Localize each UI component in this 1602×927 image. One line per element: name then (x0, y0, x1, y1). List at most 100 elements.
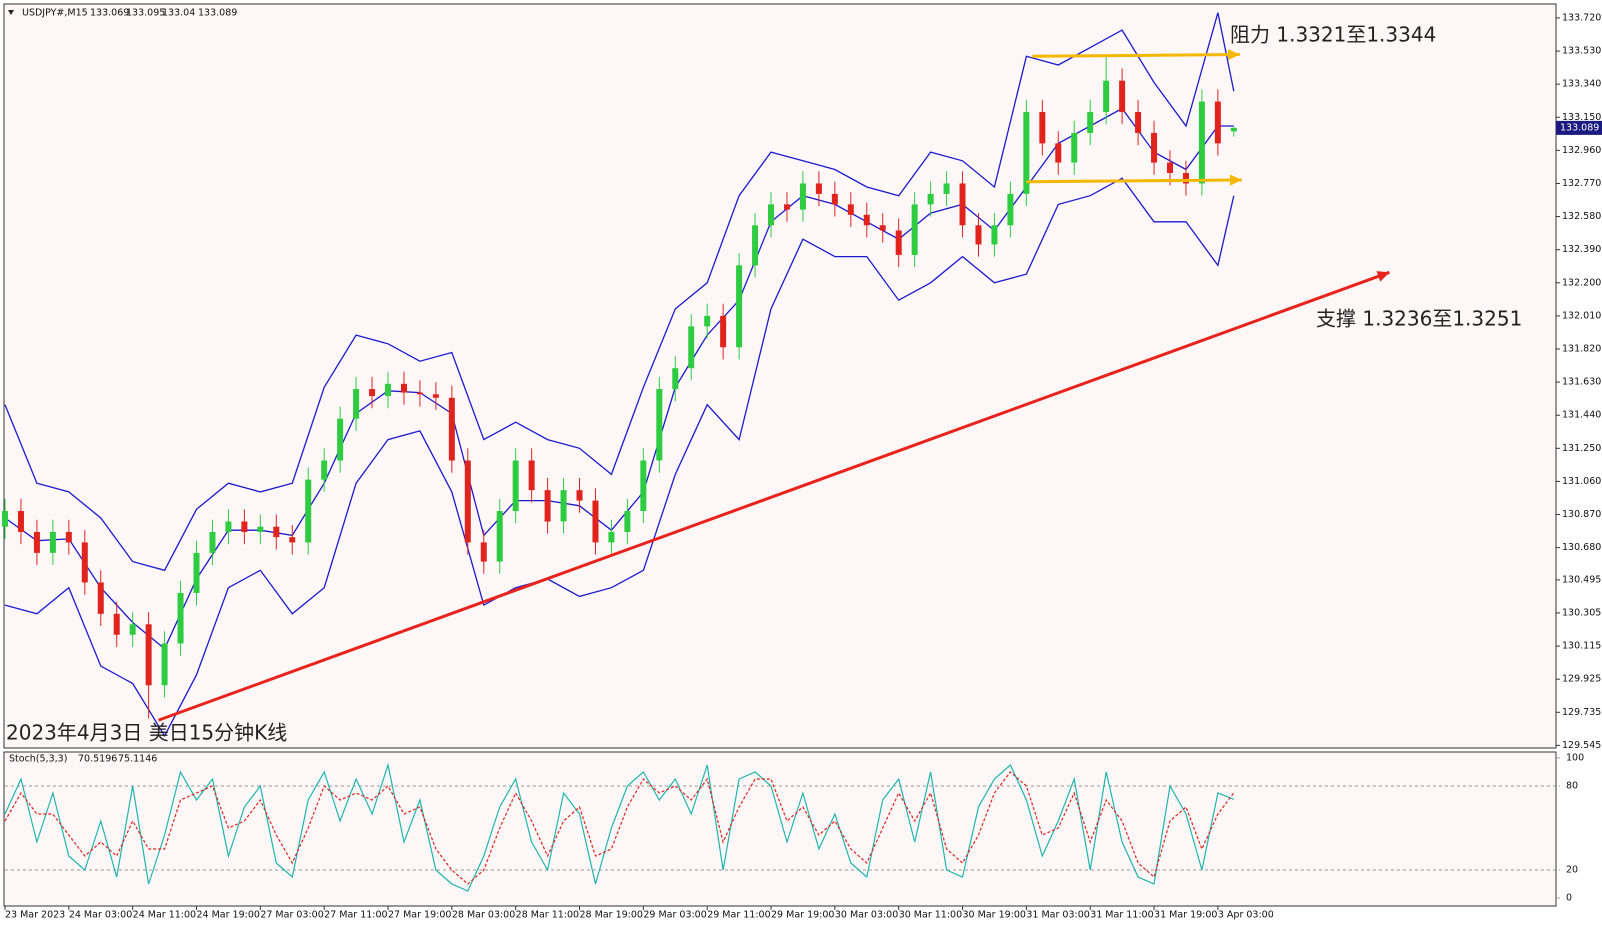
stoch-line (4, 771, 1235, 885)
y-tick-label: 133.530 (1562, 46, 1601, 57)
candle-body (1135, 112, 1142, 133)
x-tick-label: 3 Apr 03:00 (1218, 910, 1274, 921)
candle-body (608, 531, 615, 543)
candle-body (177, 592, 184, 644)
x-tick-label: 28 Mar 19:00 (580, 910, 643, 921)
y-tick-label: 133.150 (1562, 112, 1601, 123)
x-tick-label: 28 Mar 03:00 (452, 910, 515, 921)
x-tick-label: 31 Mar 11:00 (1090, 910, 1153, 921)
chart-caption: 2023年4月3日 美日15分钟K线 (6, 721, 287, 745)
candle-body (305, 479, 312, 543)
x-tick-label: 30 Mar 11:00 (899, 910, 962, 921)
x-tick-label: 30 Mar 03:00 (835, 910, 898, 921)
candle-body (815, 183, 822, 194)
candle-body (1071, 132, 1078, 163)
ohlc-high: 133.095 (126, 8, 165, 19)
y-tick-label: 100 (1566, 753, 1584, 764)
y-tick-label: 131.440 (1562, 410, 1601, 421)
x-tick-label: 29 Mar 03:00 (643, 910, 706, 921)
x-tick-label: 24 Mar 19:00 (197, 910, 260, 921)
y-tick-label: 132.390 (1562, 244, 1601, 255)
candle-body (321, 460, 328, 480)
candle-body (1119, 80, 1126, 113)
y-tick-label: 130.305 (1562, 607, 1601, 618)
y-tick-label: 129.545 (1562, 740, 1601, 751)
stoch-panel (3, 751, 1557, 907)
header: USDJPY#,M15 133.069 133.095 133.04 133.0… (8, 8, 237, 765)
menu-arrow (8, 10, 14, 15)
candle-body (432, 394, 439, 398)
candle-body (1182, 173, 1189, 184)
candle-body (704, 315, 711, 327)
candle-body (640, 460, 647, 512)
x-tick-label: 29 Mar 19:00 (771, 910, 834, 921)
price-marker-label: 133.089 (1560, 122, 1599, 133)
candle-body (1087, 112, 1094, 133)
y-tick-label: 132.580 (1562, 211, 1601, 222)
candle-body (1023, 112, 1030, 194)
x-tick-label: 29 Mar 11:00 (707, 910, 770, 921)
candle-body (959, 183, 966, 226)
stoch-line (4, 762, 1235, 892)
stoch-label: Stoch(5,3,3) (9, 754, 67, 765)
candle-body (720, 315, 727, 348)
candle-body (1039, 112, 1046, 144)
y-tick-label: 132.200 (1562, 277, 1601, 288)
candle-body (1198, 101, 1205, 184)
candle-body (65, 531, 72, 543)
candle-body (17, 511, 24, 532)
ohlc-open: 133.069 (90, 8, 129, 19)
candle-body (81, 542, 88, 583)
candle-body (656, 389, 663, 461)
candle-body (448, 397, 455, 461)
candle-body (225, 521, 232, 532)
plot-layer: 133.720 133.530 133.340 133.150 132.960 132.7… (2, 12, 1602, 921)
y-tick-label: 132.960 (1562, 145, 1601, 156)
stoch-k: 70.5196 (78, 754, 117, 765)
arrow-head (1230, 174, 1242, 186)
candle-body (97, 582, 104, 614)
candle-body (768, 204, 775, 226)
candle-body (895, 230, 902, 255)
x-tick-label: 31 Mar 03:00 (1026, 910, 1089, 921)
candle-body (145, 624, 152, 686)
y-tick-label: 131.630 (1562, 377, 1601, 388)
y-tick-label: 130.495 (1562, 574, 1601, 585)
trend-line (1026, 178, 1242, 184)
x-tick-label: 27 Mar 11:00 (324, 910, 387, 921)
resistance-note: 阻力 1.3321至1.3344 (1230, 23, 1436, 47)
candle-body (209, 531, 216, 553)
candle-body (416, 392, 423, 395)
candle-body (672, 368, 679, 390)
candle-body (1151, 132, 1158, 163)
ohlc-close: 133.089 (198, 8, 237, 19)
candle-body (1230, 127, 1237, 132)
candle-body (480, 542, 487, 562)
candle-body (879, 225, 886, 231)
ohlc-low: 133.04 (162, 8, 195, 19)
trend-line (1032, 53, 1240, 58)
price-marker (1556, 120, 1602, 135)
x-tick-label: 24 Mar 11:00 (133, 910, 196, 921)
candle-body (544, 490, 551, 522)
candle-body (1055, 143, 1062, 163)
candle-body (783, 204, 790, 210)
candle-body (464, 460, 471, 543)
candle-body (337, 418, 344, 461)
y-tick-label: 133.720 (1562, 12, 1601, 23)
support-note: 支撑 1.3236至1.3251 (1316, 307, 1522, 331)
candle-body (113, 613, 120, 635)
y-tick-label: 133.340 (1562, 79, 1601, 90)
candle-body (400, 383, 407, 393)
candle-body (624, 511, 631, 532)
candle-body (1103, 80, 1110, 113)
candle-body (161, 643, 168, 686)
candle-body (385, 383, 392, 397)
candle-body (1166, 162, 1173, 174)
main-panel (3, 3, 1557, 749)
candle-body (752, 225, 759, 266)
y-tick-label: 131.820 (1562, 343, 1601, 354)
y-tick-label: 132.770 (1562, 178, 1601, 189)
